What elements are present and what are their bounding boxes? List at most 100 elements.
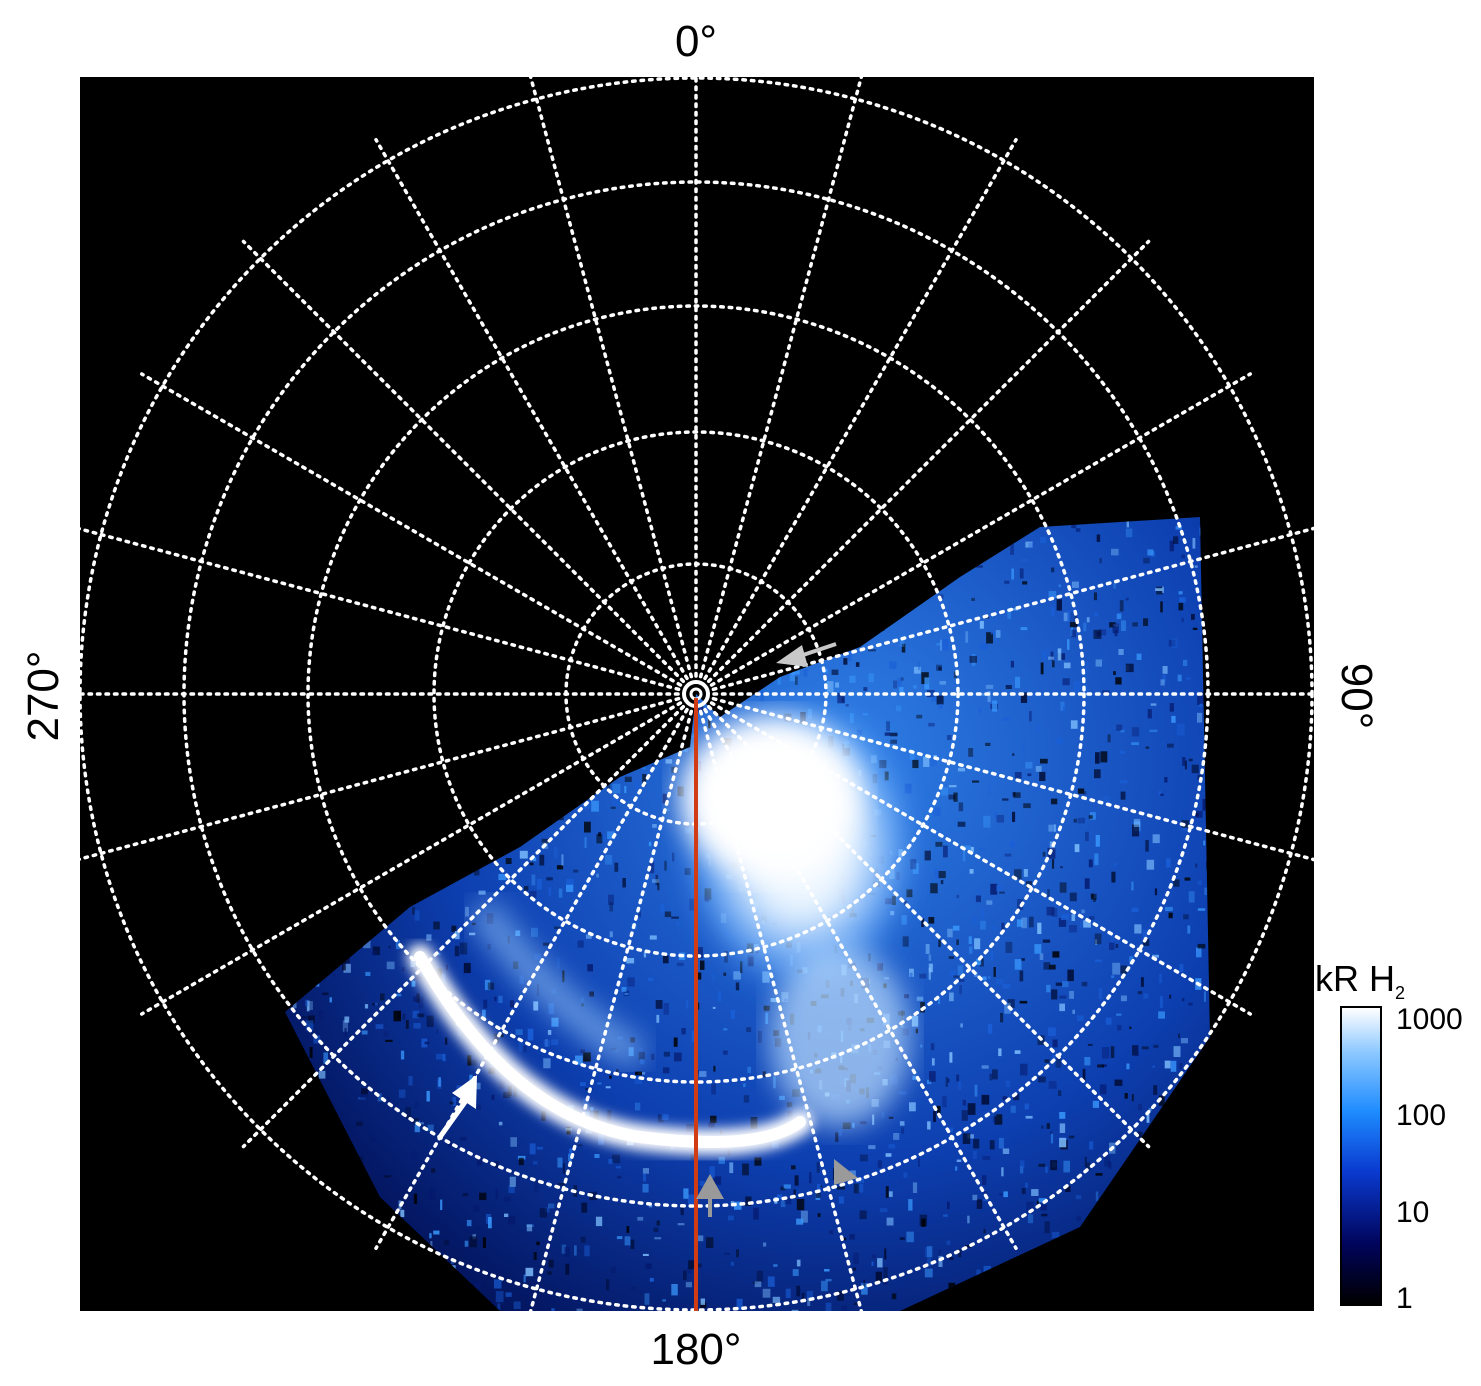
noise-pixel — [584, 837, 587, 848]
noise-pixel — [483, 999, 488, 1009]
noise-pixel — [899, 637, 905, 647]
noise-pixel — [1169, 703, 1174, 712]
noise-pixel — [541, 838, 549, 844]
noise-pixel — [411, 1151, 418, 1160]
noise-pixel — [1019, 1000, 1028, 1004]
noise-pixel — [1179, 597, 1186, 603]
noise-pixel — [564, 1247, 570, 1257]
noise-pixel — [1111, 975, 1115, 979]
noise-pixel — [671, 916, 679, 919]
noise-pixel — [1036, 1200, 1040, 1204]
noise-pixel — [1158, 1011, 1165, 1019]
noise-pixel — [968, 748, 974, 757]
noise-pixel — [566, 1126, 571, 1135]
noise-pixel — [436, 1029, 439, 1034]
colorbar — [1340, 1006, 1382, 1306]
noise-pixel — [1019, 970, 1024, 982]
noise-pixel — [1192, 538, 1196, 549]
noise-pixel — [825, 1302, 832, 1311]
noise-pixel — [930, 883, 938, 894]
noise-pixel — [947, 1078, 950, 1083]
noise-pixel — [953, 792, 958, 802]
noise-pixel — [1004, 853, 1012, 857]
noise-pixel — [1120, 791, 1126, 800]
noise-pixel — [1195, 810, 1203, 818]
noise-pixel — [888, 1191, 893, 1197]
noise-pixel — [1105, 1017, 1112, 1025]
noise-pixel — [1031, 1189, 1039, 1196]
noise-pixel — [956, 1159, 962, 1162]
noise-pixel — [495, 1291, 504, 1303]
noise-pixel — [1147, 549, 1154, 556]
noise-pixel — [1073, 818, 1077, 823]
noise-pixel — [929, 1071, 936, 1082]
noise-pixel — [1095, 1191, 1099, 1201]
noise-pixel — [531, 874, 536, 886]
noise-pixel — [791, 1165, 796, 1170]
noise-pixel — [509, 1176, 516, 1187]
noise-pixel — [607, 784, 611, 793]
noise-pixel — [943, 1214, 948, 1217]
noise-pixel — [938, 871, 946, 879]
noise-pixel — [1181, 554, 1185, 559]
noise-pixel — [821, 1280, 828, 1292]
noise-pixel — [1169, 540, 1174, 552]
noise-pixel — [990, 950, 994, 961]
noise-pixel — [1056, 599, 1062, 611]
noise-pixel — [1141, 1046, 1149, 1050]
noise-pixel — [689, 734, 696, 738]
noise-pixel — [436, 1053, 444, 1060]
noise-pixel — [1095, 939, 1098, 945]
noise-pixel — [536, 1146, 543, 1150]
noise-pixel — [531, 927, 538, 937]
noise-pixel — [585, 934, 592, 939]
noise-pixel — [1098, 988, 1103, 1000]
noise-pixel — [609, 1075, 612, 1079]
noise-pixel — [908, 1199, 913, 1211]
noise-pixel — [991, 926, 997, 930]
noise-pixel — [1099, 558, 1102, 564]
noise-pixel — [651, 764, 654, 767]
noise-pixel — [375, 1024, 384, 1029]
noise-pixel — [519, 850, 528, 859]
noise-pixel — [1132, 622, 1138, 627]
noise-pixel — [1083, 920, 1091, 928]
noise-pixel — [1116, 1013, 1122, 1016]
noise-pixel — [848, 650, 852, 662]
noise-pixel — [1187, 925, 1191, 934]
noise-pixel — [713, 1176, 722, 1185]
noise-pixel — [1181, 998, 1185, 1002]
noise-pixel — [1063, 706, 1065, 715]
noise-pixel — [1048, 656, 1054, 660]
noise-pixel — [1178, 591, 1183, 595]
noise-pixel — [896, 705, 902, 712]
noise-pixel — [439, 1235, 448, 1238]
longitude-meridian — [698, 709, 864, 1311]
noise-pixel — [438, 1077, 441, 1087]
noise-pixel — [949, 1052, 953, 1063]
noise-pixel — [803, 669, 808, 677]
noise-pixel — [529, 862, 534, 866]
noise-pixel — [408, 1076, 413, 1086]
noise-pixel — [508, 1185, 515, 1194]
auroral-polar-projection — [80, 77, 1314, 1311]
noise-pixel — [853, 1183, 860, 1194]
noise-pixel — [681, 1028, 686, 1035]
noise-pixel — [621, 987, 627, 992]
noise-pixel — [1046, 644, 1050, 654]
noise-pixel — [1195, 863, 1198, 868]
noise-pixel — [1093, 898, 1096, 902]
noise-pixel — [920, 1044, 923, 1048]
noise-pixel — [523, 1274, 526, 1283]
noise-pixel — [1093, 592, 1097, 601]
noise-pixel — [958, 1248, 962, 1258]
noise-pixel — [356, 1121, 363, 1126]
noise-pixel — [1005, 1080, 1011, 1087]
noise-pixel — [1021, 917, 1027, 929]
noise-pixel — [498, 995, 503, 1003]
noise-pixel — [1063, 662, 1071, 669]
noise-pixel — [1096, 534, 1101, 542]
noise-pixel — [306, 1000, 310, 1012]
noise-pixel — [956, 1074, 960, 1082]
noise-pixel — [1173, 536, 1179, 544]
